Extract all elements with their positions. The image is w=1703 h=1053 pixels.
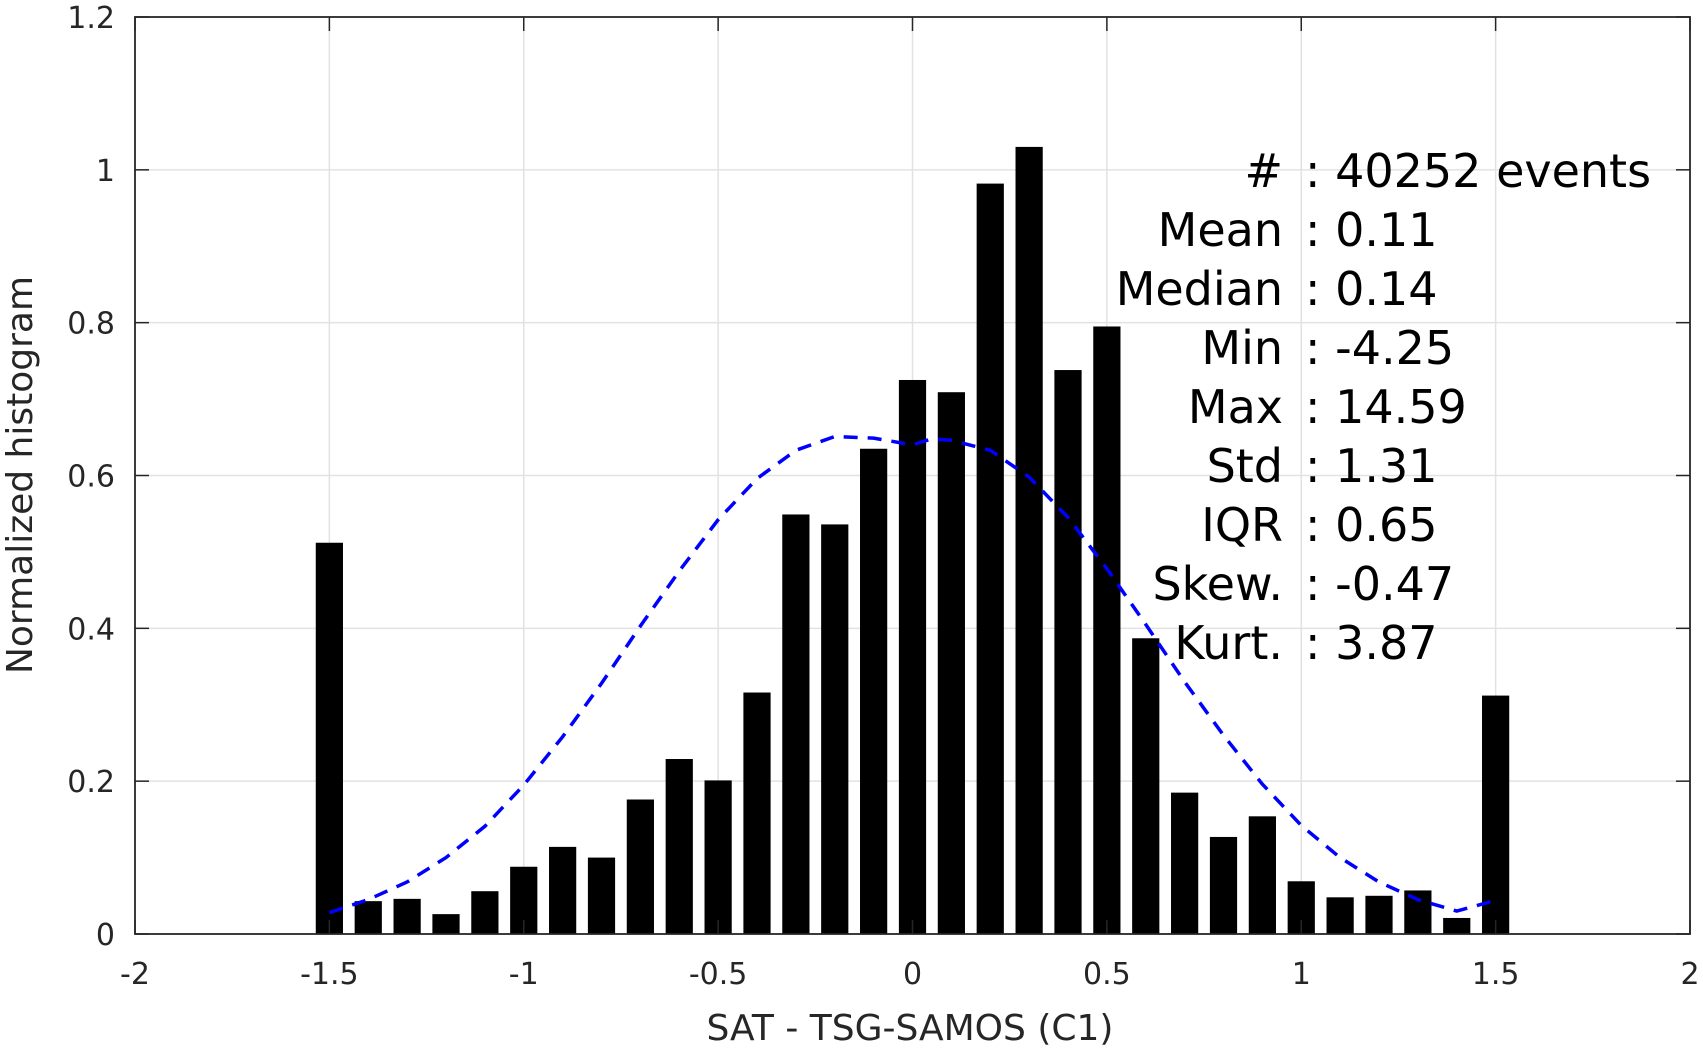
stat-value: : 0.14 <box>1305 262 1438 316</box>
axes <box>134 16 1691 935</box>
y-tick-label: 0 <box>96 918 115 953</box>
stat-value: : -0.47 <box>1305 557 1454 611</box>
histogram-bar <box>704 780 732 934</box>
stat-label: IQR <box>1201 498 1283 552</box>
histogram-bar <box>665 759 693 934</box>
y-tick-label: 0.2 <box>67 765 115 800</box>
x-tick-label: -2 <box>120 957 150 992</box>
x-tick-label: 1.5 <box>1472 957 1520 992</box>
tick-labels: -2 -1.5 -1 -0.5 0 0.5 1 1.5 2 0 0.2 0.4 0.6 0.8 1 1.2 <box>67 1 1699 992</box>
histogram-bar <box>743 692 771 934</box>
stat-value: : 0.65 <box>1305 498 1438 552</box>
y-tick-label: 1 <box>96 154 115 189</box>
stat-value: : 0.11 <box>1305 203 1438 257</box>
histogram-bar <box>898 379 927 935</box>
histogram-bar <box>821 524 849 934</box>
histogram-bar <box>626 799 654 934</box>
histogram-bar <box>1132 638 1160 934</box>
histogram-bars <box>315 146 1510 935</box>
x-tick-label: -1 <box>509 957 539 992</box>
histogram-bar <box>393 898 421 934</box>
normal-fit-curve <box>328 434 1497 915</box>
y-axis-title: Normalized histogram <box>0 276 41 674</box>
histogram-bar <box>937 392 965 935</box>
histogram-bar <box>1443 917 1471 934</box>
stat-label: Std <box>1207 439 1283 493</box>
stat-label: Mean <box>1158 203 1283 257</box>
histogram-bar <box>1093 326 1121 934</box>
stat-value: : 40252 events <box>1305 144 1651 198</box>
y-tick-label: 0.8 <box>67 307 115 342</box>
histogram-bar <box>1326 897 1354 934</box>
stat-value: : 3.87 <box>1305 616 1438 670</box>
x-tick-label: -0.5 <box>689 957 748 992</box>
histogram-bar <box>1015 146 1043 935</box>
histogram-bar <box>471 891 499 934</box>
x-tick-label: 0 <box>903 957 922 992</box>
y-tick-label: 0.4 <box>67 612 115 647</box>
fit-curve-layer <box>328 434 1497 915</box>
stat-value: : -4.25 <box>1305 321 1454 375</box>
histogram-bar <box>432 914 460 934</box>
stat-label: Kurt. <box>1174 616 1283 670</box>
x-tick-label: 1 <box>1292 957 1311 992</box>
histogram-bar <box>1248 816 1276 934</box>
histogram-bar <box>1209 836 1238 934</box>
stat-label: Skew. <box>1152 557 1283 611</box>
x-tick-label: 0.5 <box>1083 957 1131 992</box>
histogram-bar <box>549 846 577 934</box>
stat-value: : 14.59 <box>1305 380 1467 434</box>
x-axis-title: SAT - TSG-SAMOS (C1) <box>707 1008 1114 1049</box>
x-tick-label: 2 <box>1680 957 1699 992</box>
histogram-bar <box>315 542 343 934</box>
statistics-box: # : 40252 events Mean : 0.11 Median : 0.14 Min… <box>1116 144 1651 670</box>
stat-label: Min <box>1201 321 1283 375</box>
histogram-bar <box>354 901 382 934</box>
histogram-bar <box>1365 895 1393 934</box>
histogram-bar <box>1054 370 1082 934</box>
stat-label: Median <box>1116 262 1283 316</box>
stat-label: Max <box>1188 380 1283 434</box>
y-tick-label: 0.6 <box>67 460 115 495</box>
stat-value: : 1.31 <box>1305 439 1438 493</box>
histogram-bar <box>782 514 810 934</box>
histogram-bar <box>1482 695 1510 934</box>
x-tick-label: -1.5 <box>300 957 359 992</box>
stat-label: # <box>1244 144 1283 198</box>
histogram-bar <box>860 448 888 934</box>
histogram-bar <box>976 183 1004 935</box>
histogram-bar <box>587 857 616 934</box>
histogram-bar <box>1171 792 1199 934</box>
y-tick-label: 1.2 <box>67 1 115 36</box>
